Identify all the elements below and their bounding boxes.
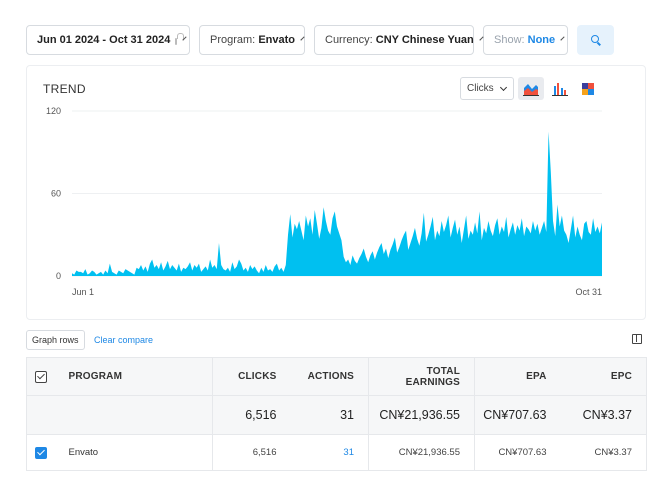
totals-epa: CN¥707.63 bbox=[474, 395, 561, 435]
search-button[interactable] bbox=[577, 25, 614, 55]
currency-label: Currency: bbox=[325, 34, 373, 46]
row-earnings: CN¥21,936.55 bbox=[368, 434, 475, 471]
row-cb-cell bbox=[26, 434, 55, 471]
chevron-down-icon bbox=[499, 83, 507, 91]
table-row: Envato 6,516 31 CN¥21,936.55 CN¥707.63 C… bbox=[26, 434, 647, 471]
select-all-checkbox[interactable] bbox=[34, 370, 47, 383]
filter-bar: Jun 01 2024 - Oct 31 2024 Program: Envat… bbox=[26, 25, 614, 55]
header-epa[interactable]: EPA bbox=[474, 357, 561, 396]
header-clicks[interactable]: CLICKS bbox=[212, 357, 291, 396]
y-tick-label: 120 bbox=[46, 106, 61, 116]
row-program: Envato bbox=[54, 434, 213, 471]
trend-title: TREND bbox=[43, 82, 86, 96]
program-label: Program: bbox=[210, 34, 256, 46]
show-select[interactable]: Show: None bbox=[483, 25, 568, 55]
show-label: Show: bbox=[494, 34, 525, 46]
header-program[interactable]: PROGRAM bbox=[54, 357, 213, 396]
columns-icon[interactable] bbox=[632, 334, 642, 344]
totals-epc: CN¥3.37 bbox=[560, 395, 647, 435]
area-chart-icon bbox=[523, 83, 539, 96]
totals-earnings: CN¥21,936.55 bbox=[368, 395, 475, 435]
date-range-picker[interactable]: Jun 01 2024 - Oct 31 2024 bbox=[26, 25, 190, 55]
currency-value: CNY Chinese Yuan bbox=[375, 34, 474, 46]
clicks-area-series[interactable] bbox=[72, 131, 602, 276]
y-tick-label: 60 bbox=[51, 189, 61, 199]
table-toolbar: Graph rows Clear compare bbox=[26, 330, 646, 350]
row-epc: CN¥3.37 bbox=[560, 434, 647, 471]
totals-program-cell bbox=[54, 395, 213, 435]
row-actions-link[interactable]: 31 bbox=[290, 434, 369, 471]
header-actions[interactable]: ACTIONS bbox=[290, 357, 369, 396]
row-epa: CN¥707.63 bbox=[474, 434, 561, 471]
row-checkbox[interactable] bbox=[34, 446, 47, 459]
x-tick-label: Jun 1 bbox=[72, 287, 94, 297]
totals-clicks: 6,516 bbox=[212, 395, 291, 435]
totals-cb-cell bbox=[26, 395, 55, 435]
y-tick-label: 0 bbox=[56, 271, 61, 281]
chevron-down-icon bbox=[182, 36, 187, 41]
date-range-value: Jun 01 2024 - Oct 31 2024 bbox=[37, 34, 171, 46]
select-all-cell bbox=[26, 357, 55, 396]
heatmap-chart-icon bbox=[582, 82, 594, 95]
lock-icon bbox=[175, 33, 185, 45]
trend-card: 0 60 120 Jun 1 Oct 31 TREND Clicks bbox=[26, 65, 646, 320]
program-value: Envato bbox=[258, 34, 295, 46]
show-value: None bbox=[527, 34, 556, 46]
programs-table: PROGRAM CLICKS ACTIONS TOTAL EARNINGS EP… bbox=[26, 357, 647, 471]
row-clicks: 6,516 bbox=[212, 434, 291, 471]
header-total-earnings-line1: TOTAL bbox=[426, 365, 460, 377]
header-epc[interactable]: EPC bbox=[560, 357, 647, 396]
currency-select[interactable]: Currency: CNY Chinese Yuan bbox=[314, 25, 484, 55]
clear-compare-link[interactable]: Clear compare bbox=[94, 335, 154, 345]
chevron-down-icon bbox=[560, 36, 565, 41]
chevron-down-icon bbox=[300, 36, 305, 41]
search-icon bbox=[590, 35, 599, 43]
trend-chart: 0 60 120 Jun 1 Oct 31 bbox=[46, 106, 602, 297]
header-total-earnings[interactable]: TOTAL EARNINGS bbox=[368, 357, 475, 396]
bar-chart-button[interactable] bbox=[547, 77, 573, 100]
table-header-row: PROGRAM CLICKS ACTIONS TOTAL EARNINGS EP… bbox=[26, 357, 647, 396]
totals-row: 6,516 31 CN¥21,936.55 CN¥707.63 CN¥3.37 bbox=[26, 395, 647, 435]
program-select[interactable]: Program: Envato bbox=[199, 25, 305, 55]
header-total-earnings-line2: EARNINGS bbox=[405, 376, 460, 388]
graph-rows-button[interactable]: Graph rows bbox=[26, 330, 85, 350]
metric-value: Clicks bbox=[467, 83, 494, 94]
heatmap-chart-button[interactable] bbox=[575, 77, 601, 100]
area-chart-button[interactable] bbox=[518, 77, 544, 100]
bar-chart-icon bbox=[552, 82, 568, 96]
metric-select[interactable]: Clicks bbox=[460, 77, 514, 100]
totals-actions: 31 bbox=[290, 395, 369, 435]
x-tick-label: Oct 31 bbox=[575, 287, 602, 297]
